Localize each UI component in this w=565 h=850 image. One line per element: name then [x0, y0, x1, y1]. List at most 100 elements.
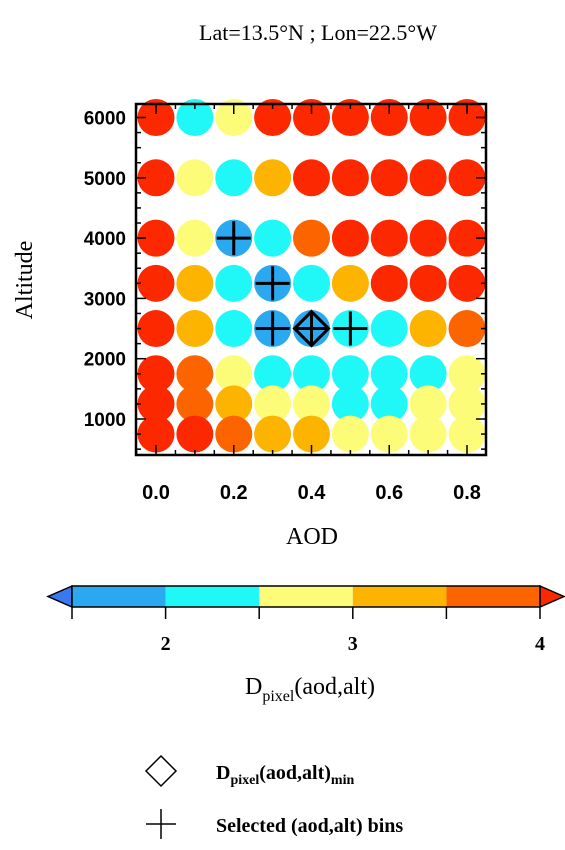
- marker-aod-0.8-alt-5000: [448, 159, 486, 197]
- marker-aod-0.4-alt-3250: [293, 264, 330, 302]
- marker-aod-0.2-alt-3250: [215, 264, 253, 302]
- chart-title: Lat=13.5°N ; Lon=22.5°W: [199, 20, 437, 45]
- marker-aod-0.3-alt-1750: [254, 355, 292, 393]
- marker-aod-0.1-alt-3250: [176, 264, 214, 302]
- marker-aod-0.2-alt-750: [215, 415, 253, 453]
- x-axis-ticks: 0.0 0.2 0.4 0.6 0.8: [135, 104, 481, 504]
- marker-aod-0-alt-3250: [137, 264, 175, 302]
- marker-aod-0.7-alt-1250: [409, 385, 447, 423]
- x-axis-label: AOD: [286, 524, 338, 550]
- marker-aod-0.3-alt-6000: [254, 99, 292, 136]
- marker-aod-0.4-alt-1250: [293, 385, 330, 423]
- marker-aod-0.7-alt-750: [409, 415, 447, 453]
- colorbar: 2 3 4: [46, 584, 565, 655]
- legend-selected-label: Selected (aod,alt) bins: [216, 815, 403, 837]
- marker-aod-0.3-alt-1250: [254, 385, 292, 423]
- marker-aod-0.6-alt-1750: [370, 355, 408, 393]
- marker-aod-0.6-alt-3250: [370, 264, 408, 302]
- legend-cross-icon: [146, 809, 176, 839]
- y-tick-label: 3000: [84, 289, 126, 310]
- x-tick-label: 0.4: [298, 482, 327, 504]
- marker-aod-0.8-alt-1250: [448, 385, 486, 423]
- colorbar-segment: [352, 586, 447, 607]
- marker-aod-0.8-alt-4000: [448, 219, 486, 257]
- marker-aod-0-alt-750: [137, 415, 175, 453]
- legend: Dpixel(aod,alt)min Selected (aod,alt) bi…: [144, 754, 403, 839]
- marker-aod-0.4-alt-750: [293, 415, 330, 453]
- marker-aod-0.5-alt-750: [331, 415, 369, 453]
- marker-aod-0.7-alt-1750: [409, 355, 447, 393]
- marker-aod-0.1-alt-750: [176, 415, 214, 453]
- marker-aod-0.1-alt-4000: [176, 219, 214, 257]
- marker-aod-0.5-alt-1750: [331, 355, 369, 393]
- marker-aod-0.4-alt-5000: [293, 159, 330, 197]
- marker-aod-0-alt-4000: [137, 219, 175, 257]
- y-tick-label: 2000: [84, 350, 126, 371]
- marker-aod-0.3-alt-5000: [254, 159, 292, 197]
- marker-aod-0.8-alt-750: [448, 415, 486, 453]
- marker-aod-0.3-alt-4000: [254, 219, 292, 257]
- marker-aod-0.5-alt-6000: [331, 99, 369, 136]
- marker-aod-0-alt-6000: [137, 99, 175, 136]
- marker-aod-0.3-alt-750: [254, 415, 292, 453]
- marker-aod-0.2-alt-1750: [215, 355, 253, 393]
- marker-aod-0.1-alt-1750: [176, 355, 214, 393]
- selected-cross-icon: [216, 221, 251, 256]
- marker-aod-0.6-alt-1250: [370, 385, 408, 423]
- marker-aod-0.7-alt-4000: [409, 219, 447, 257]
- marker-aod-0.7-alt-6000: [409, 99, 447, 136]
- marker-aod-0.4-alt-6000: [293, 99, 330, 136]
- marker-aod-0.6-alt-750: [370, 415, 408, 453]
- marker-aod-0.4-alt-1750: [293, 355, 330, 393]
- marker-aod-0-alt-2500: [137, 310, 175, 348]
- marker-aod-0.7-alt-5000: [409, 159, 447, 197]
- colorbar-frame: [71, 585, 541, 608]
- marker-aod-0.8-alt-6000: [448, 99, 486, 136]
- x-tick-label: 0.6: [375, 482, 403, 504]
- legend-min-mid: (aod,alt): [259, 762, 331, 784]
- selected-cross-icon: [255, 311, 290, 346]
- marker-aod-0-alt-5000: [137, 159, 175, 197]
- colorbar-segment: [259, 586, 353, 607]
- legend-min-sub2: min: [331, 773, 355, 788]
- marker-aod-0.5-alt-1250: [331, 385, 369, 423]
- x-tick-label: 0.0: [142, 482, 170, 504]
- marker-aod-0.8-alt-1750: [448, 355, 486, 393]
- legend-min-sub: pixel: [230, 773, 259, 788]
- minimum-diamond-icon: [292, 309, 331, 348]
- selected-cross-icon: [294, 311, 329, 346]
- legend-diamond-icon: [144, 754, 178, 788]
- marker-aod-0-alt-1250: [137, 385, 175, 423]
- marker-aod-0.5-alt-4000: [331, 219, 369, 257]
- marker-aod-0.2-alt-2500: [215, 310, 253, 348]
- y-tick-label: 5000: [84, 169, 126, 190]
- marker-aod-0.8-alt-3250: [448, 264, 486, 302]
- legend-min-main: D: [216, 762, 230, 784]
- marker-aod-0.1-alt-2500: [176, 310, 214, 348]
- y-tick-label: 6000: [84, 109, 126, 130]
- selected-cross-icon: [255, 266, 290, 301]
- y-tick-label: 4000: [84, 229, 126, 250]
- marker-aod-0.4-alt-4000: [293, 219, 330, 257]
- colorbar-under-arrow: [46, 584, 73, 609]
- marker-aod-0.6-alt-6000: [370, 99, 408, 136]
- marker-aod-0-alt-1750: [137, 355, 175, 393]
- y-tick-label: 1000: [84, 410, 126, 431]
- plot-area: 1000 2000 3000 4000 5000 6000 0.0 0.2 0.4 0.6 0.8: [84, 99, 488, 504]
- colorbar-segment: [72, 586, 166, 607]
- marker-aod-0.2-alt-6000: [215, 99, 253, 136]
- scatter-markers: [137, 99, 486, 453]
- x-tick-label: 0.8: [453, 482, 481, 504]
- marker-aod-0.1-alt-5000: [176, 159, 214, 197]
- colorbar-segment: [446, 586, 540, 607]
- colorbar-label-tail: (aod,alt): [294, 674, 375, 700]
- marker-aod-0.6-alt-2500: [370, 310, 408, 348]
- marker-aod-0.8-alt-2500: [448, 310, 486, 348]
- marker-aod-0.2-alt-1250: [215, 385, 253, 423]
- x-tick-label: 0.2: [220, 482, 248, 504]
- marker-aod-0.1-alt-1250: [176, 385, 214, 423]
- colorbar-label: Dpixel(aod,alt): [245, 674, 375, 705]
- marker-aod-0.7-alt-3250: [409, 264, 447, 302]
- colorbar-tick-label: 3: [348, 633, 358, 655]
